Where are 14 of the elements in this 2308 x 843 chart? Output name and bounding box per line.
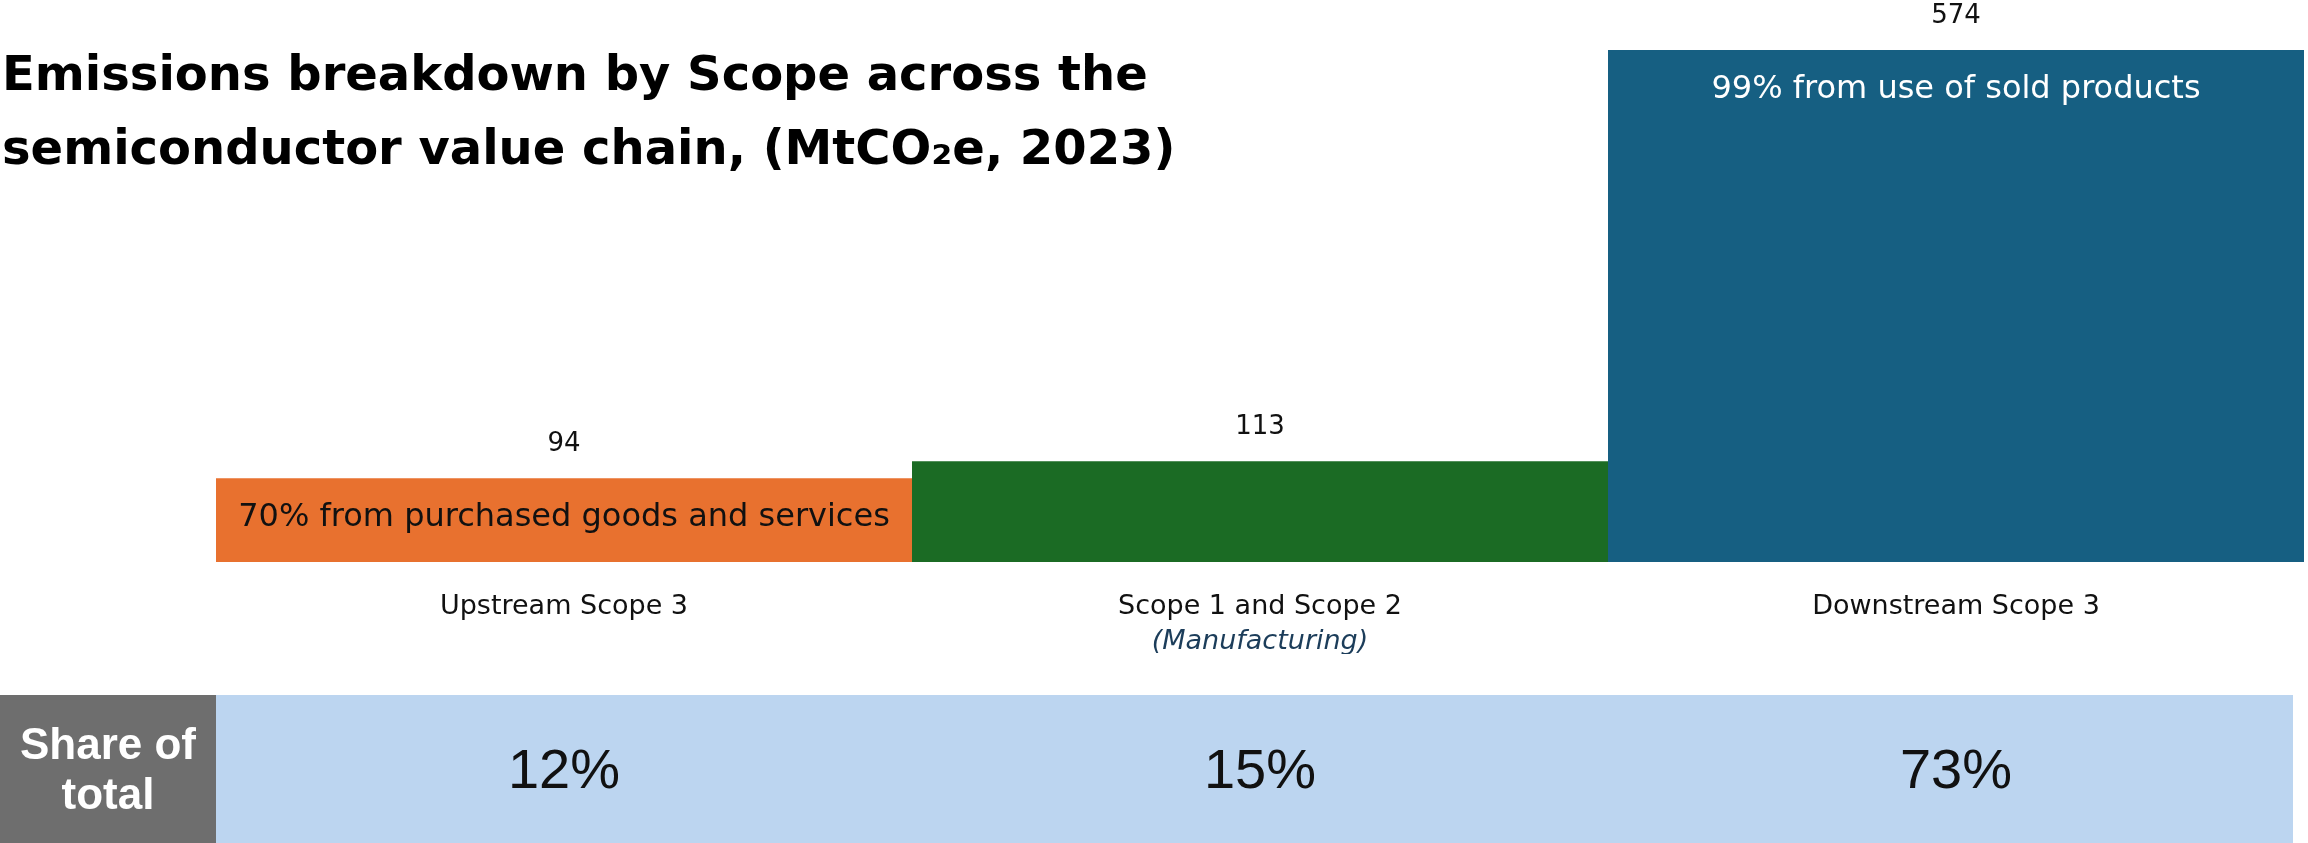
annotation: 70% from purchased goods and services [238, 496, 890, 535]
text: 73% [1899, 736, 2013, 802]
text: Emissions breakdown by Scope across the semiconductor value chain, (MtCO₂e, 2023) [2, 45, 1176, 175]
data-label: 574 [1931, 0, 1981, 29]
x-tick-label: Scope 1 and Scope 2 [1118, 588, 1402, 620]
x-tick-label: Upstream Scope 3 [439, 588, 689, 620]
data-label: 113 [1235, 410, 1285, 441]
annotation: 99% from use of sold products [1711, 68, 2201, 106]
row-header-cell: Share of total [0, 695, 216, 843]
x-tick-label: Downstream Scope 3 [1812, 588, 2100, 620]
text: 15% [1203, 736, 1317, 802]
data-label: 94 [547, 427, 581, 458]
text: 12% [507, 736, 621, 802]
text: (Manufacturing) [1151, 624, 1369, 655]
